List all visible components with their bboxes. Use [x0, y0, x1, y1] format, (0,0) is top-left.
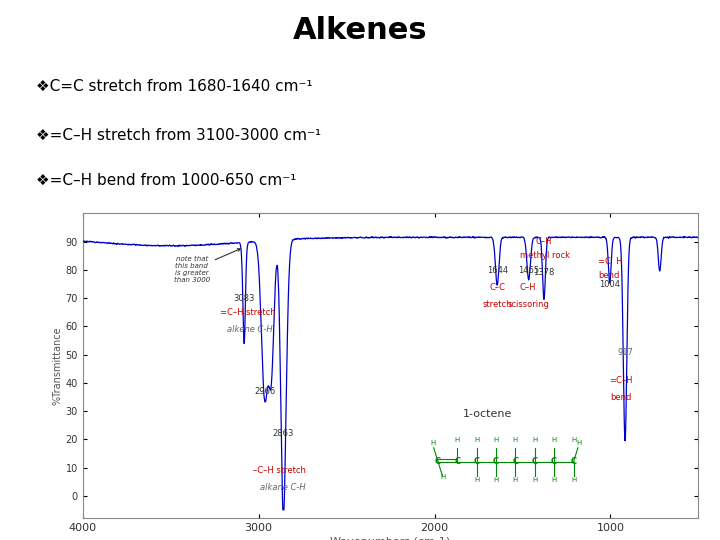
- Text: H: H: [430, 440, 436, 446]
- Text: H: H: [441, 474, 446, 480]
- Text: C–H: C–H: [520, 282, 536, 292]
- Text: ❖=C–H stretch from 3100-3000 cm⁻¹: ❖=C–H stretch from 3100-3000 cm⁻¹: [36, 128, 321, 143]
- Text: 1378: 1378: [534, 268, 554, 278]
- Text: H: H: [513, 437, 518, 443]
- Text: H: H: [474, 477, 480, 483]
- Text: 2966: 2966: [254, 387, 275, 396]
- Text: H: H: [552, 437, 557, 443]
- Text: H: H: [493, 477, 499, 483]
- Text: H: H: [576, 440, 582, 446]
- Text: C: C: [532, 457, 538, 467]
- Text: C–H: C–H: [536, 238, 552, 246]
- Text: C–C: C–C: [489, 282, 505, 292]
- Text: 917: 917: [617, 348, 633, 356]
- Text: H: H: [532, 437, 537, 443]
- Text: ❖=C–H bend from 1000-650 cm⁻¹: ❖=C–H bend from 1000-650 cm⁻¹: [36, 173, 297, 188]
- Text: bend: bend: [598, 271, 619, 280]
- Text: H: H: [474, 437, 480, 443]
- Text: bend: bend: [611, 393, 631, 402]
- Text: C: C: [493, 457, 499, 467]
- Text: =C  H: =C H: [598, 257, 622, 266]
- Text: =C–H: =C–H: [609, 376, 633, 385]
- Text: H: H: [552, 477, 557, 483]
- X-axis label: Wavenumbers (cm-1): Wavenumbers (cm-1): [330, 536, 451, 540]
- Text: 1644: 1644: [487, 266, 508, 275]
- Y-axis label: %Transmittance: %Transmittance: [53, 327, 63, 405]
- Text: scissoring: scissoring: [508, 300, 549, 308]
- Text: H: H: [455, 437, 460, 443]
- Text: 2863: 2863: [272, 429, 294, 438]
- Text: methyl rock: methyl rock: [521, 252, 570, 260]
- Text: H: H: [513, 477, 518, 483]
- Text: 1465: 1465: [518, 266, 539, 275]
- Text: H: H: [571, 477, 576, 483]
- Text: alkene C-H: alkene C-H: [227, 325, 273, 334]
- Text: C: C: [551, 457, 557, 467]
- Text: alkane C-H: alkane C-H: [261, 483, 306, 492]
- Text: 1004: 1004: [599, 280, 620, 289]
- Text: H: H: [532, 477, 537, 483]
- Text: C: C: [435, 457, 441, 467]
- Text: C: C: [513, 457, 518, 467]
- Text: note that
this band
is greater
than 3000: note that this band is greater than 3000: [174, 248, 240, 284]
- Text: H: H: [571, 437, 576, 443]
- Text: =C–H stretch: =C–H stretch: [220, 308, 276, 317]
- Text: C: C: [454, 457, 461, 467]
- Text: –C–H stretch: –C–H stretch: [253, 466, 306, 475]
- Text: ❖C=C stretch from 1680-1640 cm⁻¹: ❖C=C stretch from 1680-1640 cm⁻¹: [36, 79, 312, 93]
- Text: H: H: [493, 437, 499, 443]
- Text: C: C: [570, 457, 577, 467]
- Text: 3083: 3083: [233, 294, 255, 303]
- Text: Alkenes: Alkenes: [293, 16, 427, 45]
- Text: C: C: [474, 457, 480, 467]
- Text: stretch: stretch: [482, 300, 512, 308]
- Text: 1-octene: 1-octene: [463, 409, 512, 419]
